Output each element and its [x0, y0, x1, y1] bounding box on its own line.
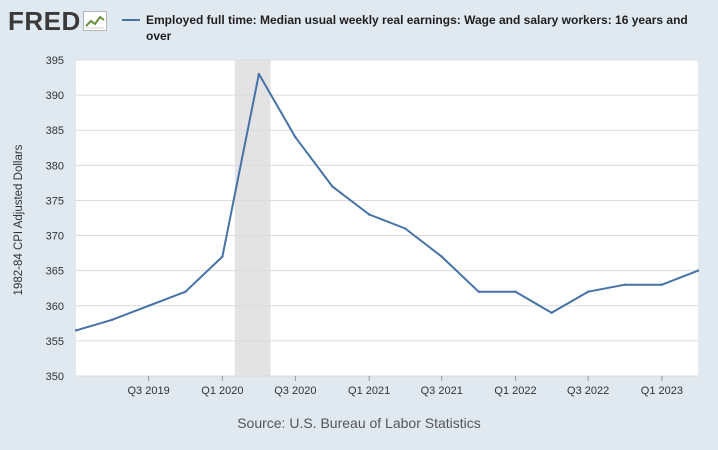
y-tick-label: 395: [46, 55, 64, 67]
data-point: [477, 290, 480, 293]
plot-area: [76, 60, 698, 376]
y-tick-label: 390: [46, 90, 64, 102]
data-point: [440, 255, 443, 258]
data-point: [623, 283, 627, 286]
data-point: [184, 290, 187, 293]
data-point: [367, 213, 371, 216]
data-point: [294, 136, 297, 139]
y-tick-label: 385: [46, 125, 64, 137]
data-point: [404, 227, 407, 230]
chart-legend: Employed full time: Median usual weekly …: [122, 12, 712, 44]
y-tick-label: 350: [46, 371, 64, 383]
x-tick-label: Q1 2021: [348, 385, 390, 397]
data-point: [331, 185, 334, 188]
y-tick-label: 365: [46, 266, 64, 278]
x-tick-label: Q3 2019: [127, 385, 169, 397]
fred-logo[interactable]: FRED: [8, 6, 107, 36]
y-tick-label: 370: [46, 231, 64, 243]
data-point: [74, 329, 78, 332]
data-point: [514, 290, 517, 293]
line-chart: 350 355 360 365 370 375 380 385 390 395 Q3 2019 Q1…: [46, 55, 700, 397]
data-point: [110, 318, 114, 322]
x-tick-label: Q3 2020: [274, 385, 316, 397]
y-tick-label: 360: [46, 301, 64, 313]
legend-swatch: [122, 19, 140, 21]
x-tick-label: Q1 2022: [494, 385, 536, 397]
data-point: [550, 311, 553, 314]
series-line: [75, 73, 699, 332]
data-point: [586, 290, 590, 293]
y-tick-label: 375: [46, 195, 64, 207]
data-point: [257, 72, 261, 76]
y-tick-label: 380: [46, 160, 64, 172]
source-note: Source: U.S. Bureau of Labor Statistics: [237, 415, 481, 431]
chart-trend-icon: [82, 11, 107, 31]
data-point: [660, 283, 664, 286]
recession-band: [234, 60, 271, 376]
x-tick-label: Q3 2021: [421, 385, 463, 397]
x-tick-label: Q1 2020: [201, 385, 243, 397]
y-tick-label: 355: [46, 336, 64, 348]
legend-series-name: Employed full time: Median usual weekly …: [146, 13, 688, 43]
x-tick-label: Q1 2023: [641, 385, 683, 397]
x-tick-label: Q3 2022: [567, 385, 609, 397]
data-point: [147, 304, 150, 307]
data-point: [696, 269, 700, 272]
data-point: [221, 255, 224, 258]
logo-text: FRED: [8, 6, 81, 36]
